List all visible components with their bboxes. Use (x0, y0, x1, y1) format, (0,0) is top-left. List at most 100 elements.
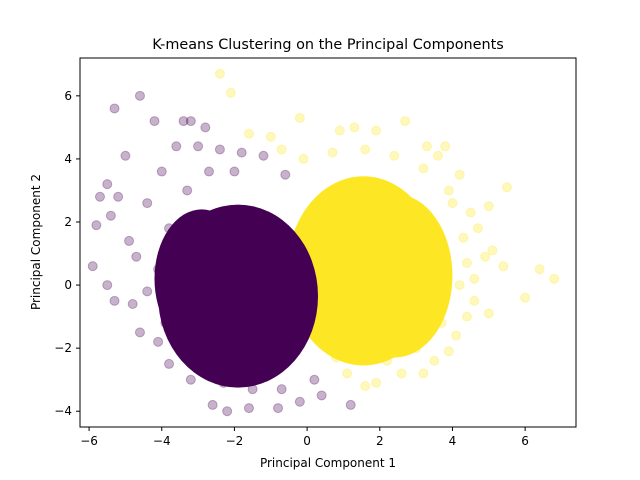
scatter-point-cluster-0 (109, 103, 120, 114)
scatter-point-cluster-0 (131, 251, 142, 262)
plot-frame (79, 57, 577, 428)
scatter-point-cluster-0 (134, 90, 145, 101)
scatter-point-cluster-1 (443, 185, 454, 196)
scatter-point-cluster-0 (102, 179, 113, 190)
scatter-point-cluster-1 (458, 232, 469, 243)
scatter-point-cluster-1 (342, 368, 353, 379)
cluster-1-core-right (336, 193, 453, 358)
scatter-point-cluster-0 (142, 198, 153, 209)
scatter-point-cluster-0 (102, 280, 113, 291)
scatter-point-cluster-0 (243, 403, 254, 414)
scatter-point-cluster-1 (400, 116, 411, 127)
y-tick-label: −4 (54, 404, 72, 418)
scatter-point-cluster-1 (327, 147, 338, 158)
scatter-point-cluster-1 (225, 87, 236, 98)
x-tick-label: −4 (153, 434, 171, 448)
scatter-point-cluster-1 (276, 144, 287, 155)
x-axis-label: Principal Component 1 (260, 456, 396, 470)
scatter-point-cluster-1 (483, 201, 494, 212)
y-axis-ticks: −4 −2 0 2 4 6 (54, 89, 80, 418)
scatter-point-cluster-1 (294, 112, 305, 123)
y-axis-label: Principal Component 2 (29, 174, 43, 310)
scatter-point-cluster-1 (243, 128, 254, 139)
scatter-point-cluster-1 (429, 355, 440, 366)
scatter-point-cluster-1 (411, 343, 422, 354)
scatter-point-cluster-1 (436, 317, 447, 328)
scatter-point-cluster-0 (218, 377, 229, 388)
scatter-point-cluster-1 (534, 264, 545, 275)
scatter-point-cluster-0 (200, 122, 211, 133)
scatter-point-cluster-0 (207, 399, 218, 410)
scatter-point-cluster-0 (164, 358, 175, 369)
cluster-0-core-left (154, 209, 249, 349)
scatter-point-cluster-0 (316, 390, 327, 401)
x-tick-label: 0 (303, 434, 311, 448)
scatter-point-cluster-1 (465, 207, 476, 218)
y-tick-label: 6 (64, 89, 72, 103)
scatter-point-cluster-0 (91, 220, 102, 231)
y-tick-label: 0 (64, 278, 72, 292)
scatter-point-cluster-0 (142, 286, 153, 297)
x-tick-label: 6 (521, 434, 529, 448)
scatter-point-cluster-0 (273, 403, 284, 414)
scatter-point-cluster-0 (182, 185, 193, 196)
scatter-point-cluster-1 (349, 122, 360, 133)
scatter-point-cluster-0 (156, 166, 167, 177)
scatter-point-cluster-1 (483, 308, 494, 319)
scatter-point-cluster-0 (294, 396, 305, 407)
chart-title: K-means Clustering on the Principal Comp… (152, 37, 504, 53)
scatter-point-cluster-1 (334, 125, 345, 136)
scatter-point-cluster-0 (127, 299, 138, 309)
scatter-point-cluster-1 (498, 261, 509, 272)
scatter-point-cluster-1 (389, 150, 400, 161)
scatter-point-cluster-1 (469, 295, 480, 306)
scatter-point-cluster-1 (422, 141, 433, 152)
scatter-point-cluster-0 (196, 362, 207, 373)
y-tick-label: 4 (64, 152, 72, 166)
scatter-point-cluster-0 (94, 191, 105, 202)
scatter-point-cluster-1 (454, 169, 465, 180)
scatter-point-cluster-0 (203, 166, 214, 177)
x-tick-label: 4 (449, 434, 457, 448)
scatter-point-cluster-1 (461, 311, 472, 322)
scatter-point-cluster-1 (443, 346, 454, 357)
scatter-point-cluster-1 (360, 381, 371, 391)
scatter-point-cluster-0 (160, 317, 171, 328)
scatter-point-cluster-1 (461, 258, 472, 268)
scatter-point-cluster-1 (360, 144, 371, 155)
scatter-point-cluster-0 (164, 223, 175, 234)
scatter-point-cluster-1 (520, 292, 531, 303)
scatter-point-cluster-1 (371, 377, 382, 388)
scatter-point-cluster-0 (149, 116, 160, 127)
scatter-point-cluster-1 (501, 182, 512, 193)
scatter-point-cluster-0 (87, 261, 98, 272)
scatter-point-cluster-1 (371, 125, 382, 136)
scatter-point-cluster-0 (309, 374, 320, 385)
scatter-point-cluster-0 (258, 150, 269, 161)
x-tick-label: −6 (80, 434, 98, 448)
scatter-point-cluster-1 (447, 198, 458, 209)
scatter-point-cluster-1 (432, 150, 443, 161)
scatter-points (87, 68, 560, 417)
scatter-point-cluster-0 (280, 169, 291, 180)
scatter-point-cluster-0 (345, 399, 356, 410)
scatter-point-cluster-1 (440, 141, 451, 152)
x-tick-label: 2 (376, 434, 384, 448)
scatter-point-cluster-0 (276, 384, 287, 395)
scatter-point-cluster-1 (549, 273, 560, 284)
scatter-point-cluster-1 (454, 280, 465, 291)
scatter-point-cluster-1 (418, 368, 429, 379)
scatter-point-cluster-0 (109, 295, 120, 306)
scatter-point-cluster-0 (229, 166, 240, 177)
scatter-point-cluster-0 (222, 406, 233, 417)
scatter-point-cluster-1 (469, 273, 480, 284)
scatter-point-cluster-1 (418, 163, 429, 174)
scatter-point-cluster-1 (265, 131, 276, 142)
scatter-point-cluster-1 (472, 223, 483, 234)
scatter-point-cluster-0 (124, 235, 135, 246)
scatter-point-cluster-1 (298, 153, 309, 164)
y-tick-label: 2 (64, 215, 72, 229)
scatter-point-cluster-0 (247, 384, 258, 395)
scatter-point-cluster-0 (134, 327, 145, 338)
